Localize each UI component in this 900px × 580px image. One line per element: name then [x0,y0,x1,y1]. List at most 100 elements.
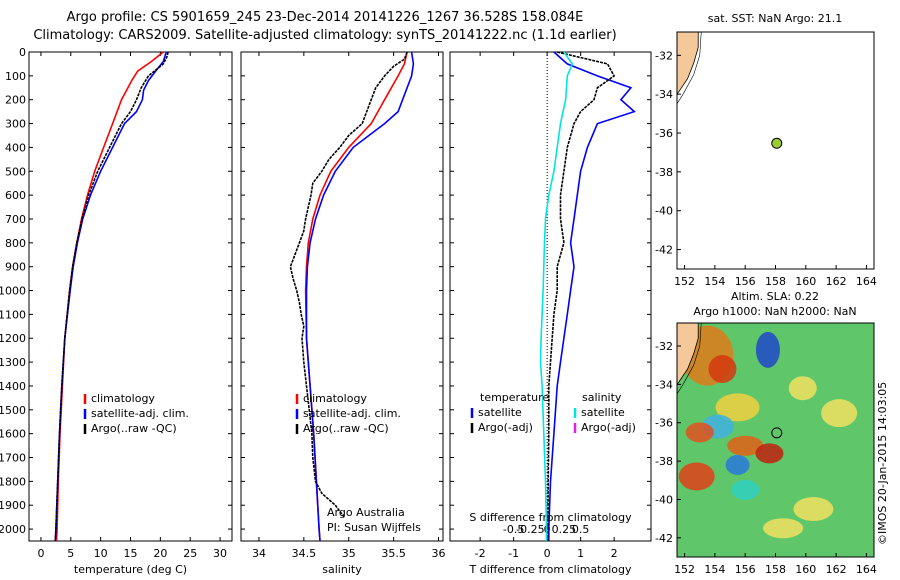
shelf-contour [677,32,702,105]
map-x-tick-label: 152 [674,563,695,576]
y-tick-label: 400 [5,141,26,154]
sla-anomaly [793,497,834,522]
x-tick-label: 34 [252,547,266,560]
map-x-tick-label: 164 [856,563,877,576]
figure-title-line1: Argo profile: CS 5901659_245 23-Dec-2014… [66,10,584,25]
sla-anomaly [755,331,780,368]
map-x-tick-label: 160 [795,275,816,288]
map-x-tick-label: 162 [826,275,847,288]
y-tick-label: 200 [5,94,26,107]
sla-anomaly [708,355,737,384]
y-tick-label: 1000 [0,285,26,298]
legend-entry: satellite-adj. clim. [91,407,189,420]
sla-anomaly [731,479,760,500]
legend-entry: satellite [581,406,625,419]
imos-watermark: ©IMOS 20-Jan-2015 14:03:05 [876,381,889,545]
sla-anomaly [788,376,817,401]
sla-anomaly [755,443,784,464]
y-tick-label: 1800 [0,475,26,488]
x-axis-label: T difference from climatology [469,563,632,576]
series-line-argo-raw-qc- [289,51,408,518]
x-axis-label: salinity [322,563,362,576]
x-tick-label: 10 [94,547,108,560]
y-tick-label: 800 [5,237,26,250]
annotation-pi: PI: Susan Wijffels [327,521,421,534]
map-y-tick-label: -40 [655,205,673,218]
sla-anomaly [715,393,760,422]
y-tick-label: 1500 [0,404,26,417]
y-tick-label: 1900 [0,499,26,512]
y-tick-label: 0 [19,46,26,59]
map-x-tick-label: 164 [856,275,877,288]
x-tick-label: 15 [124,547,138,560]
map-sla-title-line1: Altim. SLA: 0.22 [731,290,819,303]
map-y-tick-label: -38 [655,166,673,179]
map-x-tick-label: 154 [704,563,725,576]
series-line-t-satellite [547,51,636,541]
map-x-tick-label: 158 [765,563,786,576]
sla-anomaly [685,422,714,443]
profile-location-marker [771,427,783,439]
x-tick-label: -2 [475,547,486,560]
sla-anomaly [763,518,804,539]
x-axis-label: temperature (deg C) [74,563,187,576]
x-tick-label: 5 [67,547,74,560]
y-tick-label: 900 [5,261,26,274]
sla-anomaly [725,454,750,475]
legend-entry: satellite-adj. clim. [303,407,401,420]
s-tick-label: 0.25 [552,523,577,536]
map-x-tick-label: 154 [704,275,725,288]
panel-frame [240,51,444,542]
panel-frame [28,51,233,542]
x-tick-label: 2 [611,547,618,560]
legend-entry: climatology [91,392,155,405]
figure-title-line2: Climatology: CARS2009. Satellite-adjuste… [33,28,617,43]
map-y-tick-label: -42 [655,532,673,545]
map-y-tick-label: -36 [655,127,673,140]
sla-anomaly [727,435,764,456]
series-line-satellite-adj-clim- [305,51,415,542]
y-tick-label: 1200 [0,332,26,345]
s-tick-label: -0.5 [503,523,524,536]
map-y-tick-label: -34 [655,378,673,391]
legend-entry: Argo(-adj) [478,421,533,434]
y-tick-label: 1700 [0,452,26,465]
map-y-tick-label: -40 [655,493,673,506]
y-tick-label: 1600 [0,428,26,441]
legend-title-salinity: salinity [582,391,622,404]
y-tick-label: 1400 [0,380,26,393]
y-tick-label: 1100 [0,308,26,321]
annotation-institution: Argo Australia [327,506,405,519]
map-y-tick-label: -34 [655,88,673,101]
x-tick-label: 0 [544,547,551,560]
sla-anomaly [821,399,858,428]
map-x-tick-label: 162 [826,563,847,576]
legend-entry: Argo(..raw -QC) [303,422,389,435]
x-tick-label: 25 [183,547,197,560]
series-line-t-argo-adj- [546,51,616,541]
map-sla-title-line2: Argo h1000: NaN h2000: NaN [693,305,856,318]
y-tick-label: 600 [5,189,26,202]
y-tick-label: 300 [5,118,26,131]
x-tick-label: 1 [577,547,584,560]
map-y-tick-label: -42 [655,244,673,257]
map-x-tick-label: 156 [735,563,756,576]
profile-location-marker [771,137,783,149]
map-y-tick-label: -32 [655,340,673,353]
map-y-tick-label: -32 [655,49,673,62]
y-tick-label: 700 [5,213,26,226]
sla-anomaly [678,462,715,491]
map-y-tick-label: -36 [655,417,673,430]
y-tick-label: 2000 [0,523,26,536]
x-tick-label: 35 [342,547,356,560]
legend-entry: climatology [303,392,367,405]
series-line-s-satellite [539,51,574,541]
panel-frame [449,51,652,542]
y-tick-label: 500 [5,165,26,178]
legend-entry: Argo(..raw -QC) [91,422,177,435]
map-sst-title: sat. SST: NaN Argo: 21.1 [708,12,842,25]
map-background [677,32,874,269]
series-line-argo-raw-qc- [54,51,169,542]
legend-title-temperature: temperature [480,391,549,404]
